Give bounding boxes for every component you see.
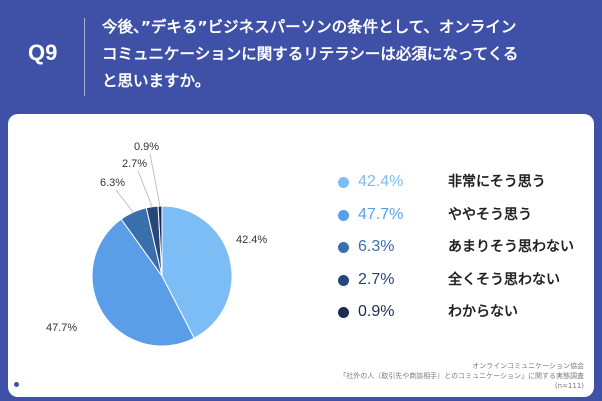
brand-logo: リサピー [10,375,74,393]
legend-label: ややそう思う [448,206,532,223]
chart-card: 42.4% 47.7% 6.3% 2.7% 0.9% 42.4% 非常にそう思う 47.… [8,114,594,397]
question-line: と思いますか。 [102,72,211,90]
legend-swatch [338,307,349,318]
chart-legend: 42.4% 非常にそう思う 47.7% ややそう思う 6.3% あまりそう思わな… [338,170,588,333]
question-line: 今後、”デキる”ビジネスパーソンの条件として、オンライン [102,18,517,36]
legend-item: 0.9% わからない [338,300,588,333]
pie-slice [161,205,233,339]
legend-swatch [338,242,349,253]
legend-swatch [338,274,349,286]
legend-label: 非常にそう思う [448,174,546,190]
legend-item: 2.7% 全くそう思わない [338,268,588,301]
question-text: 今後、”デキる”ビジネスパーソンの条件として、オンライン コミュニケーションに関… [102,14,592,95]
legend-percent: 42.4% [358,173,404,190]
source-footnote: オンラインコミュニケーション協会 「社外の人（取引先や商談相手）とのコミュニケー… [339,361,584,391]
leader-line [149,153,161,207]
legend-percent: 6.3% [358,238,395,255]
leader-line [115,189,134,213]
data-label: 42.4% [236,234,267,246]
legend-label: わからない [448,304,518,320]
leader-line [137,170,153,207]
pie-slice [91,218,195,347]
data-label: 6.3% [100,177,125,189]
legend-item: 42.4% 非常にそう思う [338,170,588,203]
legend-percent: 0.9% [358,303,395,320]
data-label: 47.7% [46,322,77,334]
legend-swatch [338,177,349,188]
legend-item: 47.7% ややそう思う [338,203,588,236]
legend-item: 6.3% あまりそう思わない [338,235,588,268]
brand-name: リサピー [26,377,75,392]
legend-label: あまりそう思わない [448,239,574,255]
location-pin-icon [10,377,23,391]
data-label: 2.7% [122,158,147,170]
question-header: Q9 今後、”デキる”ビジネスパーソンの条件として、オンライン コミュニケーショ… [0,0,602,112]
legend-swatch [338,209,349,221]
pie-slice [157,205,163,277]
question-line: コミュニケーションに関するリテラシーは必須になってくる [102,45,519,63]
footnote-line: 「社外の人（取引先や商談相手）とのコミュニケーション」に関する実態調査 [339,372,584,380]
pie-chart: 42.4% 47.7% 6.3% 2.7% 0.9% [46,141,267,347]
question-number: Q9 [28,40,58,65]
footnote-line: オンラインコミュニケーション協会 [472,362,584,370]
data-label: 0.9% [134,141,159,153]
footnote-line: (n=111) [554,382,584,390]
header-divider [84,18,85,96]
legend-percent: 47.7% [358,205,404,223]
legend-label: 全くそう思わない [448,271,560,288]
legend-percent: 2.7% [358,270,395,288]
